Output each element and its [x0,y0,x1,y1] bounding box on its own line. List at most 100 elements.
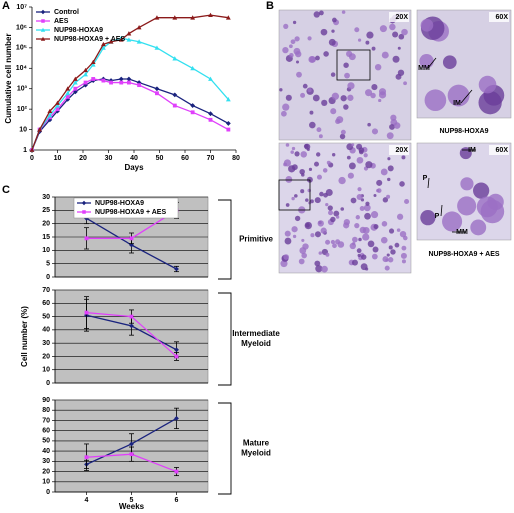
marker [83,80,88,85]
magnification: 60X [496,14,509,21]
caption: NUP98-HOXA9 + AES [428,251,499,258]
cell [300,189,305,194]
legend-label: NUP98-HOXA9 + AES [95,209,166,216]
marker [47,112,53,118]
cell [289,52,294,58]
cell [330,216,336,223]
cell [378,98,382,103]
cell [387,177,391,182]
y-tick-label: 10⁷ [16,4,27,11]
marker [174,416,179,421]
cell [380,168,388,176]
cell [316,127,322,133]
marker [190,110,195,115]
marker [37,127,43,132]
marker [172,103,177,108]
cell [478,91,502,115]
y-tick-label: 70 [42,287,50,294]
cell [347,82,355,90]
cell [307,88,312,93]
zoom-box [336,49,371,81]
y-tick-label: 70 [42,417,50,424]
cell [310,233,315,238]
marker [174,469,179,474]
cell [476,196,498,218]
cell [317,220,324,227]
cell [291,146,296,151]
cell [285,176,293,183]
y-tick-label: 10 [42,479,50,486]
cell [321,99,328,106]
cell [351,143,355,147]
x-tick-label: 60 [181,155,189,162]
cell [389,124,395,130]
cell [376,179,383,186]
cell [291,196,295,201]
cell [314,197,321,204]
cell [359,206,365,211]
cell [424,89,447,112]
y-tick-label: 1 [23,147,27,154]
x-tick-label: 80 [232,155,240,162]
x-tick-label: 6 [175,497,179,504]
cell [319,191,324,197]
cell [392,31,399,38]
cell [340,95,347,102]
cell [354,27,360,33]
cell [400,252,407,259]
marker [65,94,70,99]
cell [394,242,400,248]
marker [82,210,86,214]
cell [280,260,288,268]
cell [358,147,365,153]
marker [72,76,78,81]
cell [347,94,354,101]
cell [355,215,360,220]
cell [341,10,346,14]
marker [129,441,134,447]
cell [378,88,387,96]
cell [328,210,334,216]
marker [155,91,159,96]
marker [226,127,231,132]
marker [108,78,114,83]
marker [90,59,96,65]
cell [358,237,362,242]
cell [365,40,370,45]
panel-label: B [266,0,274,12]
cell [285,94,292,101]
cell [346,155,351,160]
marker [172,92,178,98]
x-tick-label: 5 [130,497,134,504]
y-tick-label: 25 [42,207,50,214]
marker [65,90,71,96]
cell [371,253,378,260]
cell [318,251,323,255]
x-axis-label: Days [124,163,144,172]
cell [442,55,457,70]
marker [65,86,71,91]
panel-label: C [2,184,10,196]
cell [323,51,329,57]
marker [174,354,179,359]
cell [301,238,305,242]
cell [473,182,490,199]
cell [314,260,321,267]
marker [41,19,45,23]
cell [374,63,382,71]
cell [387,157,391,161]
cell [350,197,357,204]
marker [129,314,134,319]
marker [47,115,52,120]
cell [296,71,302,78]
cell [308,56,316,63]
cell [372,246,379,253]
marker [108,39,114,44]
marker [174,347,179,353]
cell [373,224,379,230]
cell [309,121,316,129]
cell [283,254,289,260]
marker [101,45,106,50]
cell [279,88,283,92]
cell [316,174,322,180]
